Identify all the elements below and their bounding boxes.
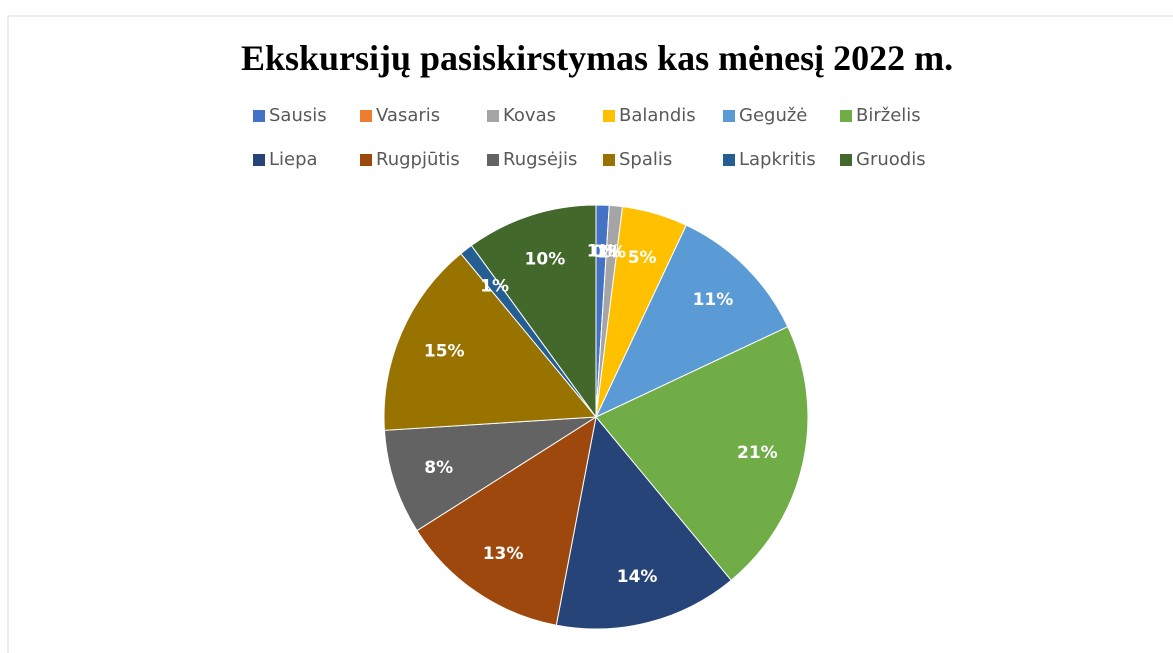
legend-swatch bbox=[360, 154, 372, 166]
legend-swatch bbox=[253, 110, 265, 122]
legend-label: Liepa bbox=[269, 149, 318, 170]
data-label: 0% bbox=[592, 242, 621, 262]
legend-label: Spalis bbox=[619, 149, 672, 170]
legend-swatch bbox=[840, 154, 852, 166]
data-label: 15% bbox=[424, 341, 465, 361]
pie-slice bbox=[383, 252, 598, 431]
legend-swatch bbox=[487, 110, 499, 122]
data-label: 11% bbox=[693, 290, 734, 310]
data-label: 8% bbox=[424, 458, 453, 478]
legend-swatch bbox=[603, 110, 615, 122]
legend-label: Birželis bbox=[856, 105, 921, 126]
data-label: 14% bbox=[617, 567, 658, 587]
legend-label: Kovas bbox=[503, 105, 556, 126]
chart-title: Ekskursijų pasiskirstymas kas mėnesį 202… bbox=[241, 38, 953, 78]
legend-label: Sausis bbox=[269, 105, 327, 126]
legend-label: Rugsėjis bbox=[503, 149, 577, 170]
legend-label: Rugpjūtis bbox=[376, 149, 460, 170]
data-label: 21% bbox=[737, 443, 778, 463]
data-label: 1% bbox=[587, 242, 616, 262]
data-label: 1% bbox=[597, 242, 626, 262]
legend-label: Lapkritis bbox=[739, 149, 816, 170]
data-label: 5% bbox=[628, 248, 657, 268]
pie-slice bbox=[595, 326, 809, 582]
pie-slice bbox=[416, 415, 597, 626]
pie-slice bbox=[470, 204, 597, 419]
legend-swatch bbox=[723, 110, 735, 122]
legend-swatch bbox=[840, 110, 852, 122]
legend-swatch bbox=[603, 154, 615, 166]
legend-label: Vasaris bbox=[376, 105, 440, 126]
legend-label: Gruodis bbox=[856, 149, 926, 170]
legend-swatch bbox=[723, 154, 735, 166]
pie-slice bbox=[383, 416, 597, 532]
data-label: 10% bbox=[525, 250, 566, 270]
data-label: 13% bbox=[483, 544, 524, 564]
legend-label: Gegužė bbox=[739, 105, 807, 126]
data-label: 1% bbox=[480, 276, 509, 296]
legend-label: Balandis bbox=[619, 105, 696, 126]
legend-swatch bbox=[360, 110, 372, 122]
legend-swatch bbox=[253, 154, 265, 166]
pie-slice bbox=[555, 415, 732, 630]
pie-slice bbox=[594, 224, 789, 419]
legend-swatch bbox=[487, 154, 499, 166]
